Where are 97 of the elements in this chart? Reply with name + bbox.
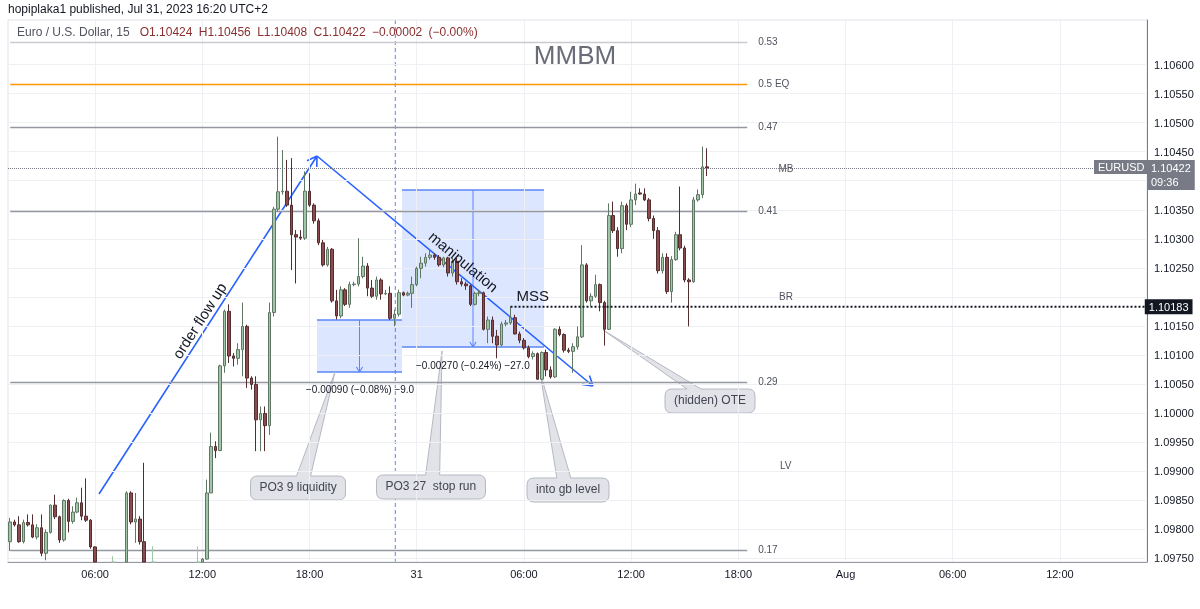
candlestick (620, 201, 624, 254)
text: MMBM (533, 40, 617, 70)
candlestick (67, 498, 70, 533)
candlestick (585, 262, 588, 304)
candlestick (326, 246, 329, 268)
candlestick (339, 285, 343, 319)
y-tick-label: 1.09750 (1154, 551, 1194, 564)
x-tick-label: 18:00 (724, 567, 753, 580)
y-tick-label: 1.10300 (1154, 232, 1194, 245)
text: hopiplaka1 published, Jul 31, 2023 16:20 UTC+2 (8, 2, 268, 17)
candlestick (17, 515, 21, 544)
annotation: BR (779, 291, 793, 303)
annotation: LV (780, 460, 792, 472)
x-tick-label: 31 (410, 567, 423, 580)
candlestick (8, 517, 12, 552)
candlestick (379, 277, 383, 301)
annotation: EURUSD (1094, 159, 1149, 175)
annotation: −0.00090 (−0.08%) −9.0 (306, 384, 415, 396)
candlestick (486, 316, 490, 344)
y-tick-label: 1.09850 (1154, 493, 1194, 506)
candlestick (446, 256, 450, 277)
annotation: −0.00270 (−0.24%) −27.0 (416, 360, 530, 372)
x-tick-label: 06:00 (510, 567, 538, 580)
x-tick-label: 18:00 (295, 567, 324, 580)
candlestick (125, 490, 128, 563)
annotation: 0.5 EQ (758, 78, 790, 90)
y-tick-label: 1.10000 (1154, 406, 1194, 419)
annotation: 0.29 (758, 376, 778, 388)
candlestick (259, 405, 262, 452)
candlestick (553, 327, 557, 379)
candlestick (665, 252, 669, 295)
y-tick-label: 1.10150 (1154, 319, 1194, 332)
candlestick (455, 257, 459, 286)
candlestick (214, 440, 217, 459)
annotation: 0.17 (758, 544, 778, 556)
candlestick (437, 254, 441, 268)
candlestick (303, 170, 307, 241)
candlestick (263, 405, 267, 452)
text: Euro / U.S. Dollar, 15 (17, 25, 131, 39)
candlestick (661, 252, 664, 275)
x-tick-label: 12:00 (188, 567, 217, 580)
y-tick-label: 1.10600 (1154, 58, 1194, 71)
candlestick (536, 352, 539, 381)
candlestick (111, 555, 115, 563)
candlestick (544, 349, 548, 377)
annotation: 0.47 (758, 120, 778, 133)
y-tick-label: 1.10500 (1154, 116, 1194, 129)
y-tick-label: 1.09900 (1154, 464, 1194, 477)
candlestick (35, 523, 39, 540)
candlestick (705, 147, 709, 177)
y-tick-label: 1.10100 (1154, 348, 1194, 361)
y-tick-label: 1.09800 (1154, 522, 1194, 535)
candlestick (473, 291, 477, 307)
y-tick-label: 1.09950 (1154, 435, 1194, 448)
y-tick-label: 1.10050 (1154, 377, 1194, 390)
annotation: MB (778, 163, 794, 175)
series-label: MSS (516, 286, 550, 304)
y-tick-label: 1.10450 (1154, 145, 1194, 158)
x-tick-label: 12:00 (617, 567, 645, 580)
x-tick-label: 06:00 (938, 567, 967, 580)
candlestick (442, 256, 445, 268)
candlestick (254, 375, 258, 452)
y-tick-label: 1.10350 (1154, 203, 1194, 216)
candlestick (402, 291, 405, 297)
annotation: O1.10424 H1.10456 L1.10408 C1.10422 −0.00002 (−0.00%) (139, 25, 478, 40)
candlestick (62, 498, 66, 543)
candlestick (151, 545, 155, 563)
candlestick (540, 350, 544, 381)
candlestick (196, 545, 200, 563)
candlestick (375, 275, 378, 301)
annotation: into gb level (536, 482, 601, 497)
ref-line-label: 1.10422 09:36 (1151, 161, 1191, 188)
annotation: 0.41 (758, 205, 778, 217)
candlestick (22, 519, 25, 544)
candlestick (388, 285, 392, 321)
x-tick-label: 12:00 (1046, 567, 1074, 580)
annotation: (hidden) OTE (674, 393, 747, 408)
candlestick (531, 350, 535, 360)
y-tick-label: 1.10250 (1154, 261, 1194, 274)
data-label: 1.10183 (1148, 300, 1189, 313)
candlestick (343, 287, 347, 307)
candlestick (227, 303, 231, 364)
x-tick-label: Aug (835, 567, 856, 580)
annotation: PO3 9 liquidity (259, 480, 337, 495)
candlestick (607, 202, 611, 331)
candlestick (142, 462, 146, 563)
annotation: 0.53 (758, 36, 778, 48)
candlestick (384, 289, 387, 296)
candlestick (134, 492, 137, 544)
candlestick (245, 324, 249, 389)
candlestick (482, 291, 485, 331)
annotation: PO3 27 stop run (385, 479, 477, 494)
x-tick-label: 06:00 (81, 567, 109, 580)
y-tick-label: 1.10550 (1154, 87, 1194, 100)
candlestick (40, 513, 43, 557)
candlestick (129, 490, 133, 525)
candlestick (625, 202, 628, 231)
